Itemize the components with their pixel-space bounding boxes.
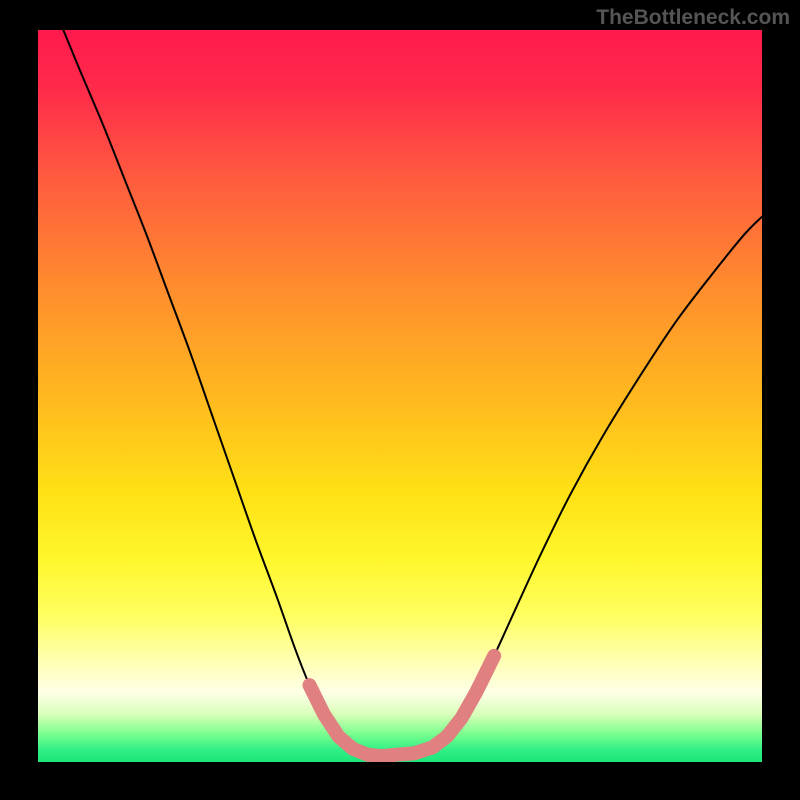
plot-frame [38,30,762,762]
bottleneck-curve [396,217,762,755]
bottleneck-curve [63,30,396,756]
curve-overlay [38,30,762,762]
chart-stage: TheBottleneck.com [0,0,800,800]
optimal-zone-highlight [310,685,353,749]
optimal-zone-highlight [433,656,495,748]
watermark-text: TheBottleneck.com [596,6,790,30]
optimal-zone-highlight [353,747,433,756]
